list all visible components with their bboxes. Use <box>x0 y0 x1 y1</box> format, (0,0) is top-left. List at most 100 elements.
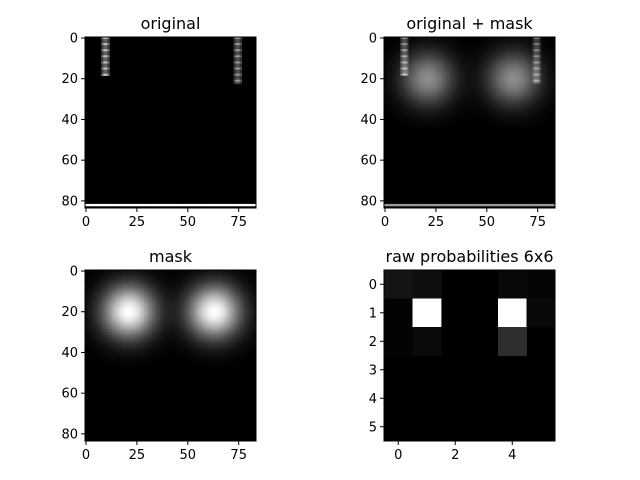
image-pixel <box>520 69 523 72</box>
image-pixel <box>546 87 550 91</box>
image-pixel <box>542 96 546 99</box>
image-pixel <box>463 83 466 87</box>
image-pixel <box>199 270 202 273</box>
image-pixel <box>475 47 478 50</box>
image-pixel <box>530 114 533 117</box>
image-pixel <box>552 53 556 56</box>
image-pixel <box>196 276 200 279</box>
image-pixel <box>467 100 470 103</box>
image-pixel <box>512 118 515 121</box>
image-pixel <box>115 288 118 291</box>
image-pixel <box>461 96 464 99</box>
image-pixel <box>457 112 460 115</box>
image-pixel <box>180 286 184 289</box>
image-pixel <box>164 278 167 281</box>
image-pixel <box>520 81 523 85</box>
image-pixel <box>190 278 194 281</box>
image-pixel <box>528 71 531 74</box>
image-pixel <box>550 61 554 64</box>
image-pixel <box>498 53 501 56</box>
image-pixel <box>416 100 419 103</box>
image-pixel <box>406 69 409 72</box>
image-pixel <box>408 89 411 93</box>
image-pixel <box>508 45 511 48</box>
image-pixel <box>233 57 236 60</box>
image-pixel <box>111 272 114 275</box>
image-pixel <box>237 276 241 279</box>
image-pixel <box>396 116 399 119</box>
image-pixel <box>426 118 430 121</box>
image-pixel <box>422 65 426 68</box>
image-pixel <box>172 284 175 287</box>
image-pixel <box>504 100 507 103</box>
image-pixel <box>233 75 236 79</box>
image-pixel <box>390 110 393 113</box>
image-pixel <box>493 61 497 64</box>
image-pixel <box>528 77 531 81</box>
image-pixel <box>506 59 509 62</box>
image-pixel <box>550 98 554 101</box>
image-pixel <box>445 94 448 97</box>
image-pixel <box>103 51 106 54</box>
image-pixel <box>135 290 139 293</box>
image-pixel <box>493 98 497 101</box>
image-pixel <box>508 100 511 103</box>
image-pixel <box>107 290 110 293</box>
image-pixel <box>546 59 550 62</box>
image-pixel <box>528 69 531 72</box>
image-pixel <box>398 112 401 115</box>
image-pixel <box>243 282 247 285</box>
image-pixel <box>215 290 218 293</box>
image-pixel <box>504 43 507 46</box>
image-pixel <box>510 41 513 44</box>
image-pixel <box>493 67 497 70</box>
image-pixel <box>410 65 413 68</box>
image-pixel <box>436 43 440 46</box>
image-pixel <box>495 122 499 125</box>
image-pixel <box>544 61 548 64</box>
image-pixel <box>538 79 542 83</box>
image-pixel <box>235 276 238 279</box>
image-pixel <box>424 63 428 66</box>
image-pixel <box>412 203 415 207</box>
image-pixel <box>449 49 452 52</box>
image-pixel <box>459 39 462 42</box>
image-pixel <box>225 286 228 289</box>
image-pixel <box>166 278 169 281</box>
image-pixel <box>144 272 147 275</box>
image-pixel <box>146 272 149 275</box>
image-pixel <box>85 286 88 289</box>
image-pixel <box>178 292 181 295</box>
image-pixel <box>487 57 491 60</box>
image-pixel <box>508 85 511 89</box>
image-pixel <box>453 39 456 42</box>
image-pixel <box>469 94 472 97</box>
image-pixel <box>384 79 387 83</box>
image-pixel <box>481 37 485 40</box>
image-pixel <box>487 39 491 42</box>
image-pixel <box>530 104 533 107</box>
image-pixel <box>487 104 491 107</box>
image-pixel <box>233 61 236 64</box>
image-pixel <box>225 270 228 273</box>
image-pixel <box>394 53 397 56</box>
image-pixel <box>241 282 245 285</box>
image-pixel <box>453 43 456 46</box>
image-pixel <box>506 75 509 79</box>
image-pixel <box>451 37 454 40</box>
image-pixel <box>461 110 464 113</box>
image-pixel <box>441 94 444 97</box>
image-pixel <box>524 53 527 56</box>
image-pixel <box>123 284 127 287</box>
image-pixel <box>420 43 423 46</box>
image-pixel <box>483 81 487 85</box>
image-pixel <box>506 110 509 113</box>
image-pixel <box>235 43 238 46</box>
image-pixel <box>542 118 546 121</box>
image-pixel <box>540 114 544 117</box>
image-pixel <box>194 288 198 291</box>
image-pixel <box>396 67 399 70</box>
image-pixel <box>148 286 151 289</box>
image-pixel <box>434 102 438 105</box>
image-pixel <box>432 57 436 60</box>
